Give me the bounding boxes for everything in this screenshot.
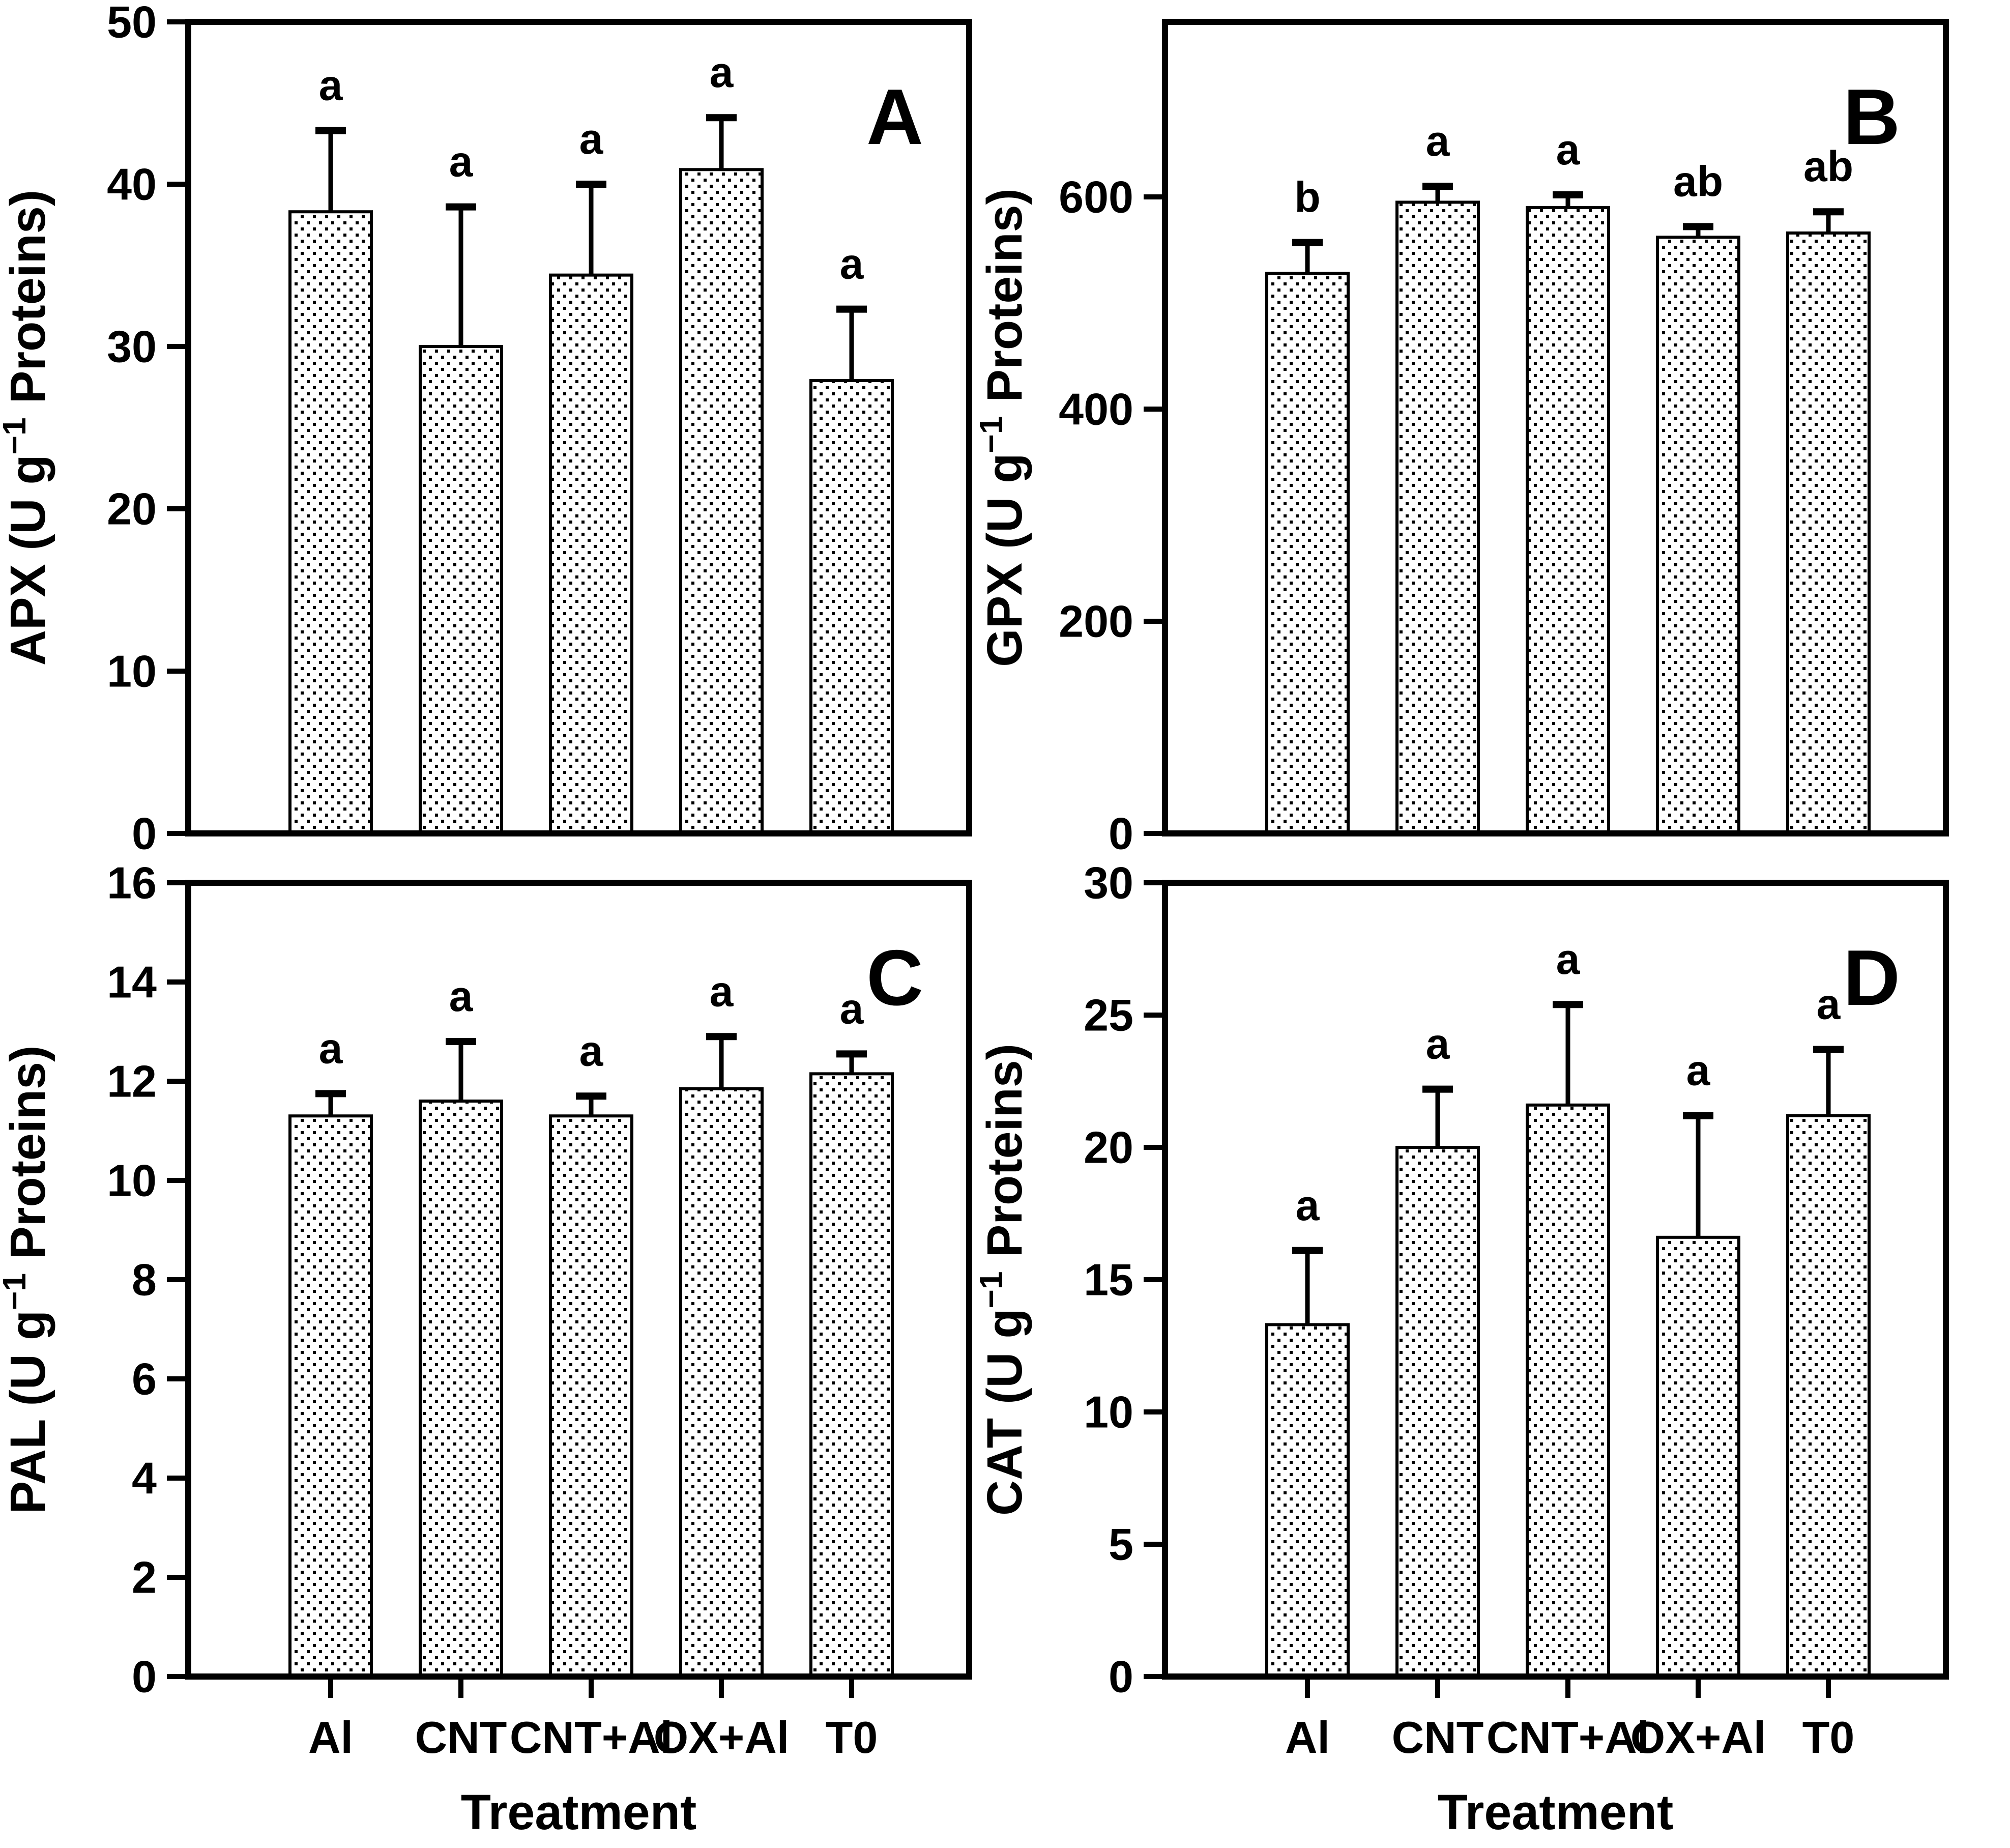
sig-letter-D-CNT+Al: a [1556, 935, 1581, 983]
y-tick-label-C: 16 [107, 858, 157, 908]
x-tick-label-CNT+Al: CNT+Al [510, 1712, 673, 1763]
y-tick-label-D: 20 [1084, 1122, 1133, 1173]
sig-letter-B-Al: b [1294, 174, 1320, 221]
x-tick-label-CNT: CNT [1392, 1712, 1484, 1763]
sig-letter-C-T0: a [840, 985, 864, 1032]
y-tick-label-B: 0 [1109, 808, 1133, 859]
x-tick-label-OX+Al: OX+Al [1630, 1712, 1766, 1763]
sig-letter-B-T0: ab [1803, 142, 1853, 190]
y-axis-title-B: GPX (U g−1 Proteins) [973, 188, 1032, 667]
bar-C-T0 [809, 1072, 894, 1678]
y-tick-label-C: 6 [132, 1354, 157, 1404]
sig-letter-D-T0: a [1817, 980, 1841, 1028]
bar-B-CNT+Al [1526, 206, 1610, 835]
sig-letter-A-Al: a [319, 62, 343, 109]
y-tick-label-C: 10 [107, 1156, 157, 1206]
x-tick-label-T0: T0 [826, 1712, 878, 1763]
y-axis-title-C: PAL (U g−1 Proteins) [0, 1046, 55, 1514]
panel-A: 0 10 20 30 40 50 a a a a a A APX (U g−1 Proteins) [0, 0, 972, 859]
y-tick-label-B: 600 [1059, 172, 1133, 222]
sig-letter-C-CNT: a [449, 972, 474, 1020]
sig-letter-D-CNT: a [1426, 1020, 1450, 1068]
bar-B-OX+Al [1656, 236, 1740, 835]
y-tick-label-D: 25 [1084, 990, 1133, 1041]
bar-D-OX+Al [1656, 1235, 1740, 1679]
bar-A-CNT+Al [549, 273, 633, 835]
x-axis-title-C: Treatment [461, 1784, 697, 1840]
y-tick-label-B: 400 [1059, 384, 1133, 435]
sig-letter-C-OX+Al: a [710, 967, 734, 1015]
y-tick-label-C: 0 [132, 1652, 157, 1702]
sig-letter-A-CNT+Al: a [579, 115, 604, 163]
bar-A-CNT [419, 345, 503, 835]
panel-D: 0 5 10 15 20 25 30 a Al a CNT a CNT+Al a OX+Al a T0 D CAT … [973, 858, 1949, 1840]
y-tick-label-A: 30 [107, 322, 157, 372]
sig-letter-A-CNT: a [449, 138, 474, 186]
bar-B-CNT [1395, 200, 1480, 835]
sig-letter-D-OX+Al: a [1686, 1047, 1711, 1094]
y-tick-label-C: 2 [132, 1552, 157, 1603]
y-tick-label-D: 5 [1109, 1519, 1133, 1570]
x-tick-label-CNT: CNT [415, 1712, 507, 1763]
panel-letter-D: D [1843, 934, 1900, 1022]
y-tick-label-A: 10 [107, 646, 157, 697]
y-tick-label-B: 200 [1059, 596, 1133, 647]
plot-frame-D [1162, 880, 1949, 1680]
sig-letter-B-CNT+Al: a [1556, 126, 1581, 174]
plot-frame-A [185, 19, 972, 836]
panel-letter-B: B [1843, 73, 1900, 161]
sig-letter-C-Al: a [319, 1024, 343, 1072]
bar-A-Al [288, 210, 373, 835]
bar-B-T0 [1786, 231, 1871, 835]
bar-C-CNT+Al [549, 1114, 633, 1678]
y-tick-label-C: 14 [107, 957, 157, 1007]
y-tick-label-D: 10 [1084, 1387, 1133, 1437]
bar-A-OX+Al [679, 168, 764, 835]
y-tick-label-D: 30 [1084, 858, 1133, 908]
bar-C-OX+Al [679, 1087, 764, 1678]
x-tick-label-Al: Al [1285, 1712, 1330, 1763]
bar-D-CNT [1395, 1146, 1480, 1678]
x-axis-title-D: Treatment [1438, 1784, 1674, 1840]
y-axis-title-D: CAT (U g−1 Proteins) [973, 1044, 1032, 1516]
y-axis-title-A: APX (U g−1 Proteins) [0, 190, 55, 666]
y-tick-label-A: 20 [107, 484, 157, 534]
y-tick-label-C: 4 [132, 1453, 157, 1504]
panel-letter-C: C [866, 934, 923, 1022]
sig-letter-C-CNT+Al: a [579, 1027, 604, 1075]
y-tick-label-C: 12 [107, 1056, 157, 1107]
plot-frame-C [185, 880, 972, 1680]
x-tick-label-T0: T0 [1802, 1712, 1855, 1763]
bar-B-Al [1265, 272, 1350, 835]
sig-letter-A-OX+Al: a [710, 48, 734, 96]
y-tick-label-D: 15 [1084, 1255, 1133, 1305]
bar-C-CNT [419, 1100, 503, 1678]
sig-letter-B-CNT: a [1426, 117, 1450, 165]
y-tick-label-D: 0 [1109, 1652, 1133, 1702]
y-tick-label-A: 40 [107, 159, 157, 210]
bar-D-T0 [1786, 1114, 1871, 1679]
plot-frame-B [1162, 19, 1949, 836]
sig-letter-B-OX+Al: ab [1673, 157, 1723, 205]
x-tick-label-CNT+Al: CNT+Al [1487, 1712, 1649, 1763]
x-tick-label-Al: Al [308, 1712, 353, 1763]
y-tick-label-C: 8 [132, 1255, 157, 1305]
y-tick-label-A: 0 [132, 808, 157, 859]
panel-C: 0 2 4 6 8 10 12 14 16 a Al a CNT a CNT+Al a OX+Al a T0 C PAL… [0, 858, 972, 1840]
bar-D-CNT+Al [1526, 1103, 1610, 1678]
bar-D-Al [1265, 1323, 1350, 1678]
y-tick-label-A: 50 [107, 0, 157, 47]
bar-C-Al [288, 1114, 373, 1678]
sig-letter-D-Al: a [1296, 1181, 1320, 1229]
sig-letter-A-T0: a [840, 240, 864, 288]
x-tick-label-OX+Al: OX+Al [654, 1712, 790, 1763]
bar-A-T0 [809, 379, 894, 835]
panel-letter-A: A [866, 73, 923, 161]
